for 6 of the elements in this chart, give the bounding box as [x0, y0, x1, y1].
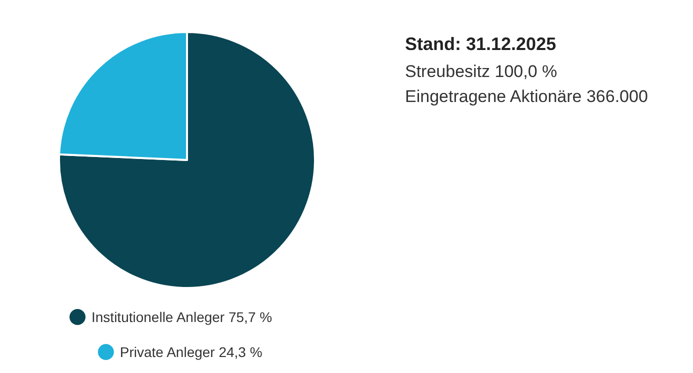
pie-slice: [58, 31, 316, 289]
text: Eingetragene Aktionäre 366.000: [405, 87, 648, 106]
legend-label: Private Anleger 24,3 %: [120, 344, 262, 360]
legend-label: Institutionelle Anleger 75,7 %: [92, 309, 272, 325]
text: Stand: 31.12.2025: [405, 34, 556, 54]
text: Streubesitz 100,0 %: [405, 62, 558, 81]
